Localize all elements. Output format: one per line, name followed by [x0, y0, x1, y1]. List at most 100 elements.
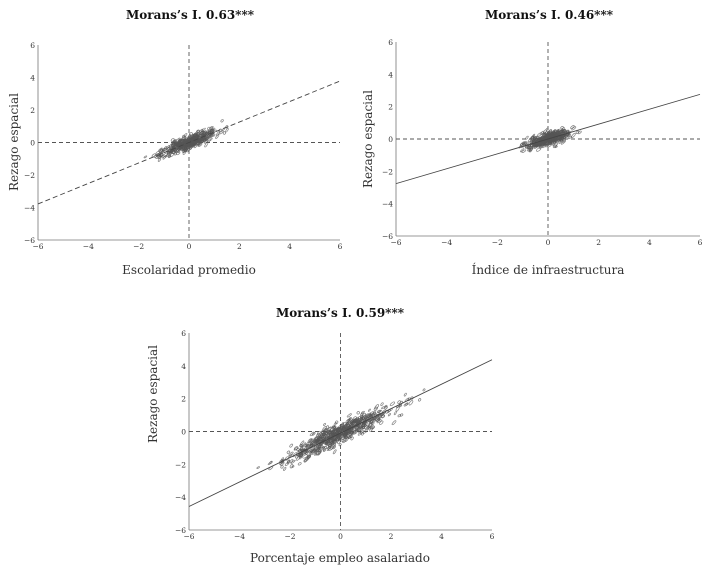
y-tick-label: 0 [30, 139, 35, 148]
x-tick-label: −4 [234, 532, 245, 541]
x-axis-label: Escolaridad promedio [122, 263, 256, 277]
scatter-point [536, 137, 541, 141]
scatter-point [326, 427, 332, 432]
scatter-point [315, 446, 322, 451]
scatter-point [539, 130, 545, 136]
y-tick-label: −6 [24, 236, 35, 245]
scatter-point [280, 465, 284, 469]
scatter-point [220, 119, 224, 123]
scatter-point [320, 446, 325, 451]
scatter-point [361, 422, 366, 428]
scatter-point [286, 450, 291, 454]
scatter-point [558, 140, 562, 144]
scatter-point [369, 427, 374, 432]
chart-panel-1: Morans’s I. 0.63*** −6 −4 −2 0 2 4 6 6 4… [7, 8, 343, 277]
x-tick-label: −2 [133, 242, 144, 251]
scatter-point [350, 436, 354, 441]
scatter-point [346, 413, 352, 418]
scatter-point [538, 142, 542, 147]
scatter-point [195, 132, 200, 138]
point-cloud [256, 388, 426, 471]
scatter-point [379, 420, 384, 425]
scatter-point [159, 148, 164, 152]
scatter-point [391, 420, 397, 426]
scatter-point [422, 388, 426, 392]
scatter-point [323, 422, 326, 426]
scatter-point [309, 443, 314, 447]
scatter-point [325, 425, 329, 429]
scatter-point [399, 413, 404, 417]
x-axis-label: Porcentaje empleo asalariado [250, 551, 430, 565]
scatter-point [316, 432, 320, 437]
scatter-point [172, 150, 177, 154]
y-tick-label: 2 [388, 103, 393, 112]
fit-line [37, 80, 341, 205]
scatter-point [528, 148, 533, 153]
scatter-point [182, 134, 186, 138]
scatter-point [521, 149, 527, 153]
scatter-point [377, 412, 381, 417]
scatter-point [359, 414, 364, 419]
scatter-point [173, 141, 179, 147]
scatter-point [340, 425, 345, 430]
scatter-point [163, 152, 169, 157]
scatter-point [352, 416, 357, 421]
scatter-point [309, 438, 313, 443]
y-tick-label: 4 [30, 74, 35, 83]
scatter-point [408, 400, 414, 406]
scatter-point [561, 135, 566, 140]
point-cloud [518, 125, 582, 153]
scatter-point [204, 134, 209, 138]
scatter-point [283, 466, 287, 471]
scatter-point [222, 131, 226, 135]
scatter-point [380, 402, 384, 407]
chart-title: Morans’s I. 0.63*** [126, 8, 255, 22]
scatter-point [322, 437, 327, 442]
scatter-point [334, 420, 339, 425]
chart-title: Morans’s I. 0.46*** [485, 8, 614, 22]
scatter-point [193, 143, 197, 148]
y-tick-label: −2 [175, 460, 186, 469]
y-tick-label: 0 [388, 135, 393, 144]
scatter-point [368, 418, 372, 423]
x-tick-label: 4 [439, 532, 444, 541]
scatter-point [280, 457, 284, 462]
scatter-point [381, 405, 386, 410]
chart-panel-3: Morans’s I. 0.59*** −6 −4 −2 0 2 4 6 6 4… [146, 306, 495, 565]
scatter-point [353, 430, 358, 435]
scatter-point [521, 142, 525, 146]
y-tick-label: 4 [388, 70, 393, 79]
scatter-point [332, 449, 337, 455]
scatter-point [359, 412, 364, 416]
scatter-point [215, 134, 220, 139]
scatter-point [303, 459, 307, 463]
scatter-point [360, 430, 364, 435]
scatter-point [299, 440, 305, 446]
scatter-point [367, 413, 371, 419]
scatter-point [289, 464, 294, 469]
scatter-point [184, 146, 188, 151]
x-tick-label: −2 [284, 532, 295, 541]
scatter-point [302, 454, 308, 459]
x-tick-label: 2 [389, 532, 394, 541]
fit-line [188, 359, 493, 507]
scatter-point [371, 425, 375, 429]
scatter-point [171, 142, 177, 147]
scatter-point [530, 143, 535, 148]
scatter-point [196, 129, 201, 134]
x-axis-label: Índice de infraestructura [472, 262, 625, 277]
scatter-point [289, 443, 294, 448]
scatter-point [362, 429, 368, 434]
scatter-point [537, 132, 543, 137]
y-tick-label: −2 [24, 171, 35, 180]
scatter-point [168, 154, 172, 159]
scatter-point [563, 129, 568, 134]
scatter-point [564, 133, 570, 138]
scatter-point [178, 138, 182, 142]
x-tick-label: −6 [390, 238, 401, 247]
scatter-point [297, 462, 302, 466]
scatter-point [322, 445, 327, 451]
scatter-point [358, 430, 362, 434]
scatter-point [294, 446, 299, 451]
